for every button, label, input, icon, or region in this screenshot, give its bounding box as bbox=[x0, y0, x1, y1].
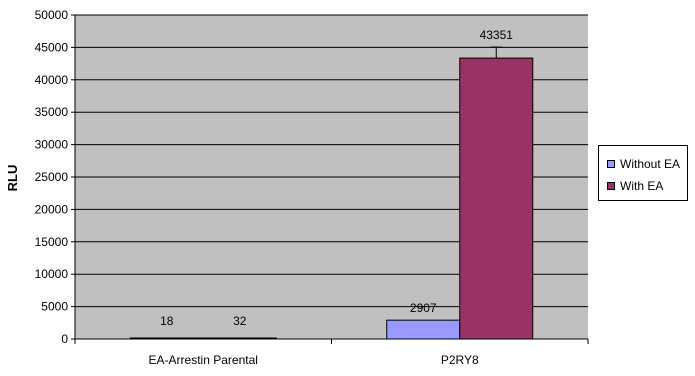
data-label: 32 bbox=[233, 314, 247, 328]
y-tick-label: 15000 bbox=[35, 235, 69, 249]
legend-label-without-ea: Without EA bbox=[620, 157, 681, 171]
y-tick-label: 45000 bbox=[35, 40, 69, 54]
legend-swatch-without-ea bbox=[607, 160, 615, 168]
legend-label-with-ea: With EA bbox=[620, 179, 664, 193]
y-tick-label: 50000 bbox=[35, 8, 69, 22]
legend-item-with-ea: With EA bbox=[607, 179, 663, 193]
bar bbox=[459, 57, 534, 340]
data-label: 2907 bbox=[410, 301, 437, 315]
legend-item-without-ea: Without EA bbox=[607, 157, 680, 171]
x-tick-label: P2RY8 bbox=[441, 353, 479, 367]
y-tick-label: 35000 bbox=[35, 105, 69, 119]
legend-swatch-with-ea bbox=[607, 182, 615, 190]
y-axis-title: RLU bbox=[5, 165, 20, 192]
y-tick-label: 0 bbox=[61, 332, 68, 346]
x-tick-label: EA-Arrestin Parental bbox=[149, 353, 258, 367]
bar bbox=[386, 319, 461, 340]
data-label: 18 bbox=[160, 314, 174, 328]
data-label: 43351 bbox=[480, 28, 514, 42]
y-tick-label: 5000 bbox=[41, 300, 68, 314]
y-tick-label: 10000 bbox=[35, 267, 69, 281]
y-tick-label: 25000 bbox=[35, 170, 69, 184]
y-tick-label: 30000 bbox=[35, 138, 69, 152]
legend: Without EA With EA bbox=[598, 145, 688, 201]
y-tick-label: 20000 bbox=[35, 202, 69, 216]
y-tick-label: 40000 bbox=[35, 73, 69, 87]
